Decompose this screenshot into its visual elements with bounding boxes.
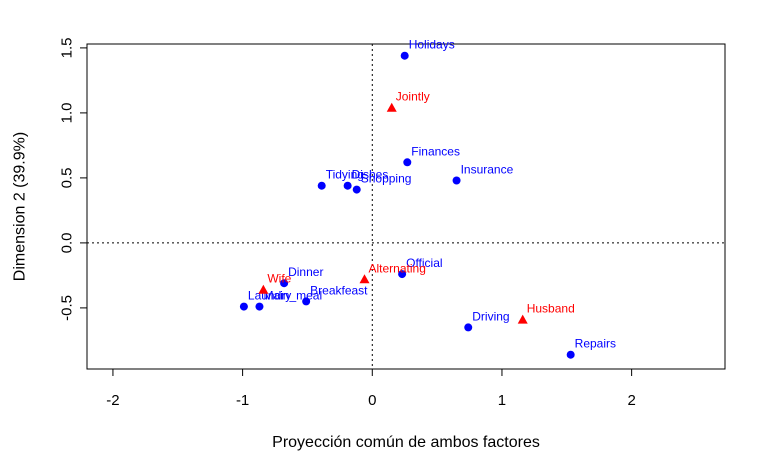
y-axis-title: Dimension 2 (39.9%) bbox=[12, 132, 29, 281]
column-point-marker bbox=[517, 314, 528, 324]
point-label: Alternating bbox=[369, 261, 426, 275]
point-label: Tidying bbox=[326, 168, 364, 182]
point-label: Dinner bbox=[288, 265, 323, 279]
point-label: Official bbox=[406, 256, 442, 270]
x-tick-label: 1 bbox=[498, 392, 506, 409]
row-point-marker bbox=[239, 302, 248, 311]
y-tick-label: 0.0 bbox=[59, 232, 76, 253]
row-point-marker bbox=[352, 185, 361, 194]
point-label: Wife bbox=[267, 272, 291, 286]
x-tick-label: -1 bbox=[236, 392, 249, 409]
point-label: Laundry bbox=[248, 289, 291, 303]
point-label: Finances bbox=[411, 144, 460, 158]
row-point-marker bbox=[452, 176, 461, 185]
point-label: Driving bbox=[472, 309, 509, 323]
y-axis: -0.5 0.0 0.5 1.0 1.5 bbox=[59, 37, 88, 321]
row-point-marker bbox=[566, 350, 575, 359]
point-label: Shopping bbox=[361, 172, 412, 186]
column-point-marker bbox=[258, 284, 269, 294]
row-point-marker bbox=[280, 279, 289, 288]
point-label: Dishes bbox=[352, 168, 389, 182]
point-label: Breakfeast bbox=[310, 283, 368, 297]
row-point-marker bbox=[400, 51, 409, 60]
column-point-marker bbox=[386, 102, 397, 112]
x-axis: -2 -1 0 1 2 bbox=[106, 368, 636, 409]
point-label: Husband bbox=[527, 302, 575, 316]
row-point-marker bbox=[464, 323, 473, 332]
x-axis-title: Proyección común de ambos factores bbox=[272, 434, 540, 451]
y-tick-label: 0.5 bbox=[59, 167, 76, 188]
x-tick-label: 2 bbox=[627, 392, 635, 409]
point-label: Holidays bbox=[409, 38, 455, 52]
reference-lines bbox=[87, 44, 725, 369]
y-tick-label: 1.0 bbox=[59, 102, 76, 123]
point-label: Repairs bbox=[575, 337, 616, 351]
point-label: Jointly bbox=[396, 90, 430, 104]
y-tick-label: 1.5 bbox=[59, 37, 76, 58]
x-tick-label: 0 bbox=[368, 392, 376, 409]
row-point-marker bbox=[403, 158, 412, 167]
row-point-marker bbox=[302, 297, 311, 306]
point-label: Insurance bbox=[461, 163, 514, 177]
point-label: Main_meal bbox=[263, 289, 322, 303]
column-point-marker bbox=[359, 274, 370, 284]
y-tick-label: -0.5 bbox=[59, 295, 76, 321]
row-point-marker bbox=[343, 181, 352, 190]
row-point-marker bbox=[398, 270, 407, 279]
x-tick-label: -2 bbox=[106, 392, 119, 409]
row-point-marker bbox=[255, 302, 264, 311]
row-point-marker bbox=[317, 181, 326, 190]
